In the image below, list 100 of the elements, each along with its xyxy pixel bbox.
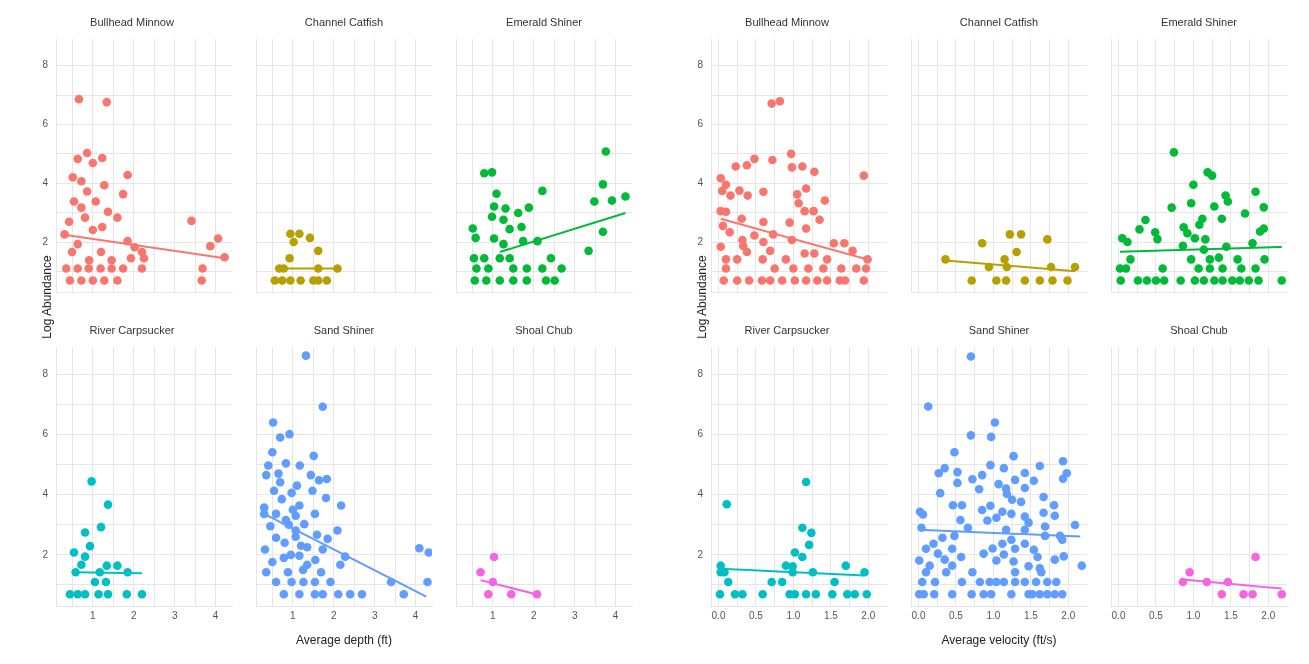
point [517,222,526,232]
point [65,276,75,285]
point [723,577,733,587]
point [807,528,816,538]
point [213,234,223,243]
point [808,568,818,577]
point [509,276,518,285]
point [1190,233,1200,243]
point [828,589,837,599]
point [1141,215,1150,225]
y-tick-label: 6 [42,428,49,440]
y-tick-label: 4 [42,488,49,500]
point [1235,276,1245,285]
y-tick-label: 2 [697,235,704,247]
point [123,568,132,577]
point [220,253,229,262]
point [1178,241,1188,251]
point [1020,276,1030,285]
point [107,255,116,265]
point [862,589,872,599]
point [598,227,608,237]
point [187,216,196,226]
point [1222,242,1231,252]
point [64,217,74,227]
point [69,548,79,557]
y-axis-title: Log Abundance [39,255,54,339]
point [1277,276,1287,285]
x-tick-label: 2.0 [861,609,876,621]
x-tick-label: 4 [412,609,419,621]
point [88,276,98,285]
point [88,225,98,235]
point [505,224,514,234]
point [88,158,98,168]
x-tick-label: 1.0 [786,609,801,621]
point [767,577,776,587]
point [1199,276,1209,285]
point [1178,577,1188,587]
point [1012,247,1021,257]
point [82,148,92,158]
point [94,589,103,599]
point [68,173,78,182]
point [1210,202,1219,211]
point [758,589,767,599]
point [1183,228,1192,238]
point [488,577,498,587]
point [1248,238,1257,248]
point [533,236,542,246]
point [97,153,107,163]
point [801,589,811,599]
y-tick-label: 2 [697,548,704,560]
point [1202,577,1212,587]
chart-title: Channel Catfish [304,15,384,28]
point [1255,227,1265,236]
point [584,246,593,256]
point [1016,230,1026,239]
point [77,176,86,186]
point [1251,264,1260,273]
point [1142,276,1152,285]
point [798,523,807,533]
x-tick-label: 2.0 [1061,609,1076,621]
point [296,276,305,285]
point [1167,203,1176,212]
point [984,262,994,272]
point [470,276,480,285]
point [123,236,132,246]
point [738,589,747,599]
chart-title: Emerald Shiner [1161,15,1238,28]
point [499,239,508,249]
point [557,264,566,273]
point [801,477,811,487]
point [1240,209,1250,218]
point [538,186,547,196]
point [790,548,800,557]
point [80,213,90,222]
x-tick-label: 3 [371,609,378,621]
point [489,234,499,243]
point [843,589,852,599]
point [481,276,491,285]
point [967,276,976,285]
point [1063,276,1072,285]
x-tick-label: 0.0 [911,609,926,621]
point [509,264,518,273]
point [505,253,514,263]
point [1153,234,1162,244]
point [522,276,532,285]
point [601,147,611,156]
point [590,197,599,206]
point [1277,589,1287,599]
x-tick-label: 1.5 [1223,609,1239,621]
point [487,168,497,177]
point [102,561,112,570]
point [501,204,510,213]
point [74,94,84,104]
point [107,264,116,273]
point [1259,203,1269,212]
point [715,589,725,599]
point [1000,255,1009,264]
point [96,522,106,532]
point [1123,237,1132,247]
x-tick-label: 0.5 [948,609,964,621]
